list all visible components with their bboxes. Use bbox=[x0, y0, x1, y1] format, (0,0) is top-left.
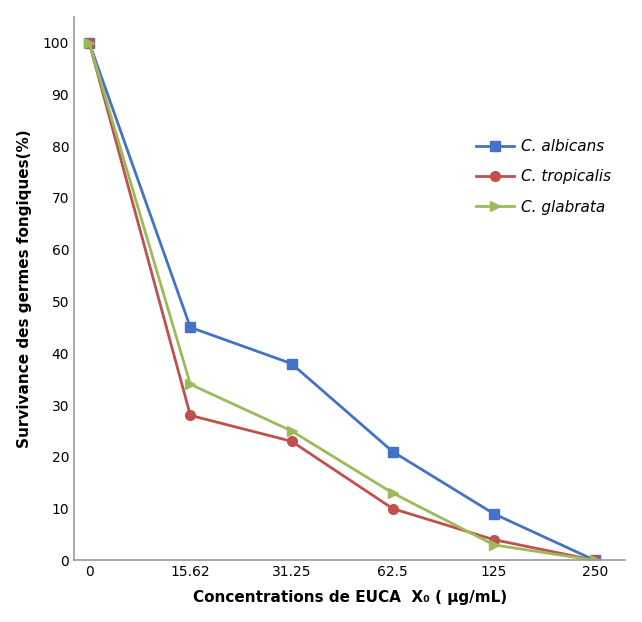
C. tropicalis bbox=[389, 505, 397, 513]
C. albicans bbox=[591, 557, 599, 564]
Legend: C. albicans, C. tropicalis, C. glabrata: C. albicans, C. tropicalis, C. glabrata bbox=[469, 133, 618, 221]
C. glabrata bbox=[490, 541, 498, 549]
Y-axis label: Survivance des germes fongiques(%): Survivance des germes fongiques(%) bbox=[17, 129, 31, 448]
C. albicans bbox=[85, 39, 93, 46]
C. albicans bbox=[389, 448, 397, 455]
C. tropicalis bbox=[591, 557, 599, 564]
C. tropicalis bbox=[490, 536, 498, 544]
Line: C. albicans: C. albicans bbox=[84, 38, 600, 565]
C. glabrata bbox=[389, 490, 397, 497]
Line: C. glabrata: C. glabrata bbox=[84, 38, 600, 565]
C. tropicalis bbox=[186, 412, 194, 419]
C. albicans bbox=[288, 360, 295, 368]
X-axis label: Concentrations de EUCA  X₀ ( μg/mL): Concentrations de EUCA X₀ ( μg/mL) bbox=[193, 590, 507, 605]
C. glabrata bbox=[186, 381, 194, 388]
C. tropicalis bbox=[85, 39, 93, 46]
Line: C. tropicalis: C. tropicalis bbox=[84, 38, 600, 565]
C. albicans bbox=[490, 510, 498, 518]
C. tropicalis bbox=[288, 437, 295, 445]
C. albicans bbox=[186, 323, 194, 331]
C. glabrata bbox=[288, 427, 295, 435]
C. glabrata bbox=[591, 557, 599, 564]
C. glabrata bbox=[85, 39, 93, 46]
